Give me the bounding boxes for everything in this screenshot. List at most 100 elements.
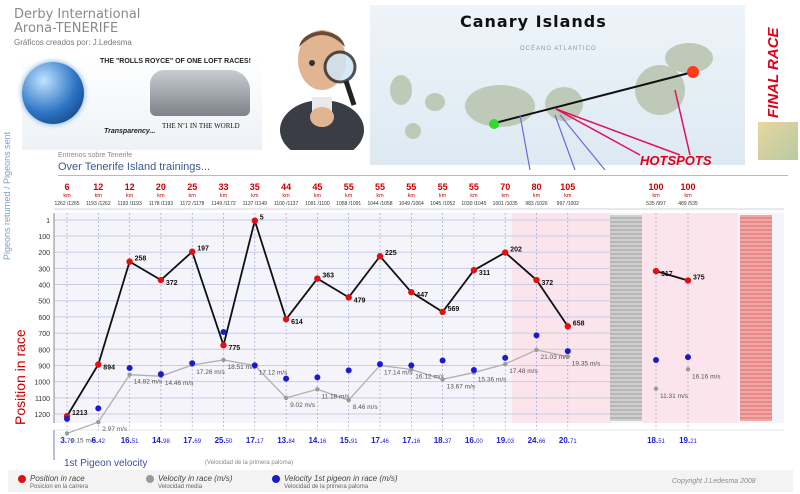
position-label: 317 — [661, 271, 673, 278]
velocity-label: 14.46 m/s — [165, 380, 194, 387]
position-point — [189, 248, 196, 255]
returned-sent-value: 1030 /1045 — [461, 201, 486, 207]
ad-number-one: THE Nº1 IN THE WORLD — [162, 122, 240, 130]
first-velocity-label: 17.16 — [402, 436, 420, 445]
km-unit: km — [63, 193, 71, 199]
first-velocity-label: 13.84 — [277, 436, 295, 445]
first-velocity-point — [64, 415, 70, 422]
first-velocity-point — [189, 360, 196, 367]
first-velocity-label: 19.03 — [496, 436, 514, 445]
position-point — [126, 258, 133, 265]
legend-first-velocity-dot — [272, 475, 280, 483]
first-velocity-label: 15.91 — [340, 436, 358, 445]
position-point — [251, 217, 258, 224]
money-icon — [758, 122, 798, 160]
first-velocity-label: 17.17 — [246, 436, 264, 445]
velocity-point — [685, 367, 691, 372]
km-unit: km — [533, 193, 541, 199]
velocity-label: 16.16 m/s — [692, 373, 721, 380]
map-ocean-label: OCÉANO ATLANTICO — [520, 46, 597, 52]
car-icon — [150, 70, 250, 116]
y-tick-label: 400 — [38, 283, 50, 290]
y-tick-label: 700 — [38, 331, 50, 338]
position-label: 225 — [385, 250, 397, 257]
la-palma-island — [390, 75, 412, 105]
returned-sent-value: 1049 /1064 — [399, 201, 424, 207]
gran-canaria-island — [545, 87, 583, 121]
velocity-point — [440, 377, 445, 382]
velocity-point — [346, 397, 351, 403]
y-tick-label: 100 — [38, 234, 50, 241]
returned-sent-value: 1149 /1172 — [211, 201, 236, 207]
position-point — [376, 253, 384, 260]
velocity-label: 2.97 m/s — [102, 426, 128, 433]
position-label: 569 — [448, 306, 460, 313]
returned-sent-value: 1091 /1100 — [305, 201, 330, 207]
y-tick-label: 300 — [38, 266, 50, 273]
position-point — [95, 361, 102, 368]
position-point — [684, 277, 692, 284]
first-velocity-point — [157, 371, 164, 378]
legend-position-label: Position in race — [30, 474, 85, 483]
km-unit: km — [189, 193, 197, 199]
ad-transparency: Transparency... — [104, 128, 156, 135]
km-value: 33 — [218, 182, 228, 192]
velocity-label: 11.31 m/s — [660, 393, 689, 400]
km-value: 55 — [406, 182, 416, 192]
km-value: 35 — [250, 182, 260, 192]
header-credit: Gráficos creados por: J.Ledesma — [14, 38, 132, 47]
fuerteventura-island — [635, 65, 685, 115]
position-point — [345, 294, 352, 301]
first-velocity-point — [533, 332, 540, 339]
header-title: Derby International Arona-TENERIFE — [14, 8, 140, 36]
velocity-label: 17.26 m/s — [196, 369, 225, 376]
first-velocity-label: 14.98 — [152, 436, 170, 445]
km-value: 105 — [560, 182, 575, 192]
velocity-point — [653, 386, 659, 391]
km-unit: km — [251, 193, 259, 199]
km-unit: km — [282, 193, 290, 199]
y-tick-label: 1100 — [35, 396, 50, 403]
first-velocity-label: 18.51 — [647, 436, 665, 445]
velocity-point — [127, 372, 132, 377]
el-hierro-island — [405, 123, 421, 139]
y-tick-label: 500 — [38, 299, 50, 306]
km-unit: km — [95, 193, 103, 199]
first-velocity-point — [283, 375, 290, 382]
position-point — [282, 315, 290, 323]
first-velocity-label: 14.16 — [308, 436, 326, 445]
legend-position-dot — [18, 475, 26, 483]
first-velocity-point — [685, 354, 691, 361]
position-point — [220, 342, 227, 349]
returned-sent-value: 1001 /1035 — [493, 201, 518, 207]
velocity-label: 15.36 m/s — [478, 377, 507, 384]
first-velocity-point — [470, 367, 477, 373]
km-value: 100 — [648, 182, 663, 192]
position-point — [564, 323, 571, 330]
km-unit: km — [564, 193, 572, 199]
copyright: Copyright J.Ledesma 2008 — [672, 478, 756, 485]
position-label: 258 — [135, 256, 147, 263]
first-velocity-point — [251, 362, 258, 369]
km-value: 55 — [438, 182, 448, 192]
position-label: 894 — [103, 364, 115, 371]
first-velocity-label: 17.69 — [183, 436, 201, 445]
velocity-label: 16.12 m/s — [415, 374, 444, 381]
position-label: 363 — [322, 273, 334, 280]
velocity-label: 14.82 m/s — [134, 379, 163, 386]
legend-first-velocity-sub: Velocidad de la primera paloma — [284, 484, 369, 490]
first-velocity-point — [95, 405, 102, 412]
km-unit: km — [345, 193, 353, 199]
returned-sent-value: 1058 /1091 — [336, 201, 361, 207]
first-velocity-point — [439, 357, 446, 364]
position-label: 375 — [693, 275, 705, 282]
km-value: 70 — [500, 182, 510, 192]
first-velocity-point — [220, 329, 227, 335]
km-value: 20 — [156, 182, 166, 192]
velocity-label: 11.18 m/s — [321, 393, 350, 400]
returned-sent-value: 1193 /1262 — [86, 201, 111, 207]
map-title: Canary Islands — [460, 12, 607, 31]
velocity-point — [503, 361, 508, 367]
position-point — [314, 275, 321, 282]
first-velocity-label: 24.66 — [528, 436, 546, 445]
